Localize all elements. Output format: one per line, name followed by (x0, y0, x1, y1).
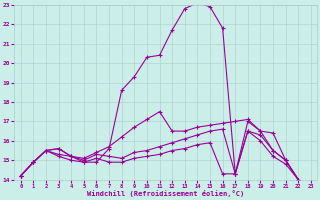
X-axis label: Windchill (Refroidissement éolien,°C): Windchill (Refroidissement éolien,°C) (87, 190, 244, 197)
